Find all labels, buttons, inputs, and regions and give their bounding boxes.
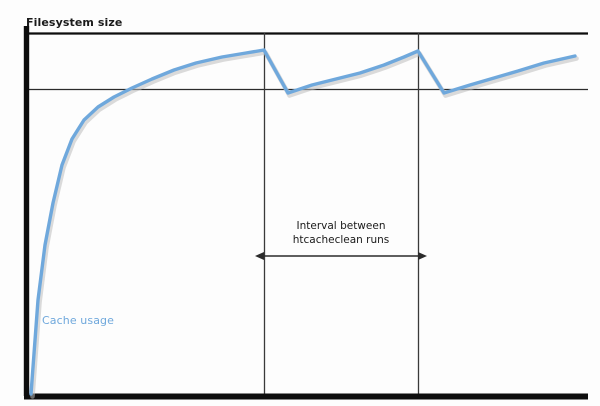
filesystem-size-label: Filesystem size	[26, 16, 123, 29]
cache-usage-curve-shadow	[30, 50, 579, 399]
interval-annotation-line-1: Interval between	[296, 220, 386, 232]
cache-usage-label: Cache usage	[42, 314, 114, 327]
interval-annotation-line-2: htcacheclean runs	[292, 234, 390, 246]
cache-usage-curve	[29, 48, 577, 396]
interval-annotation: Interval between htcacheclean runs	[271, 219, 411, 247]
